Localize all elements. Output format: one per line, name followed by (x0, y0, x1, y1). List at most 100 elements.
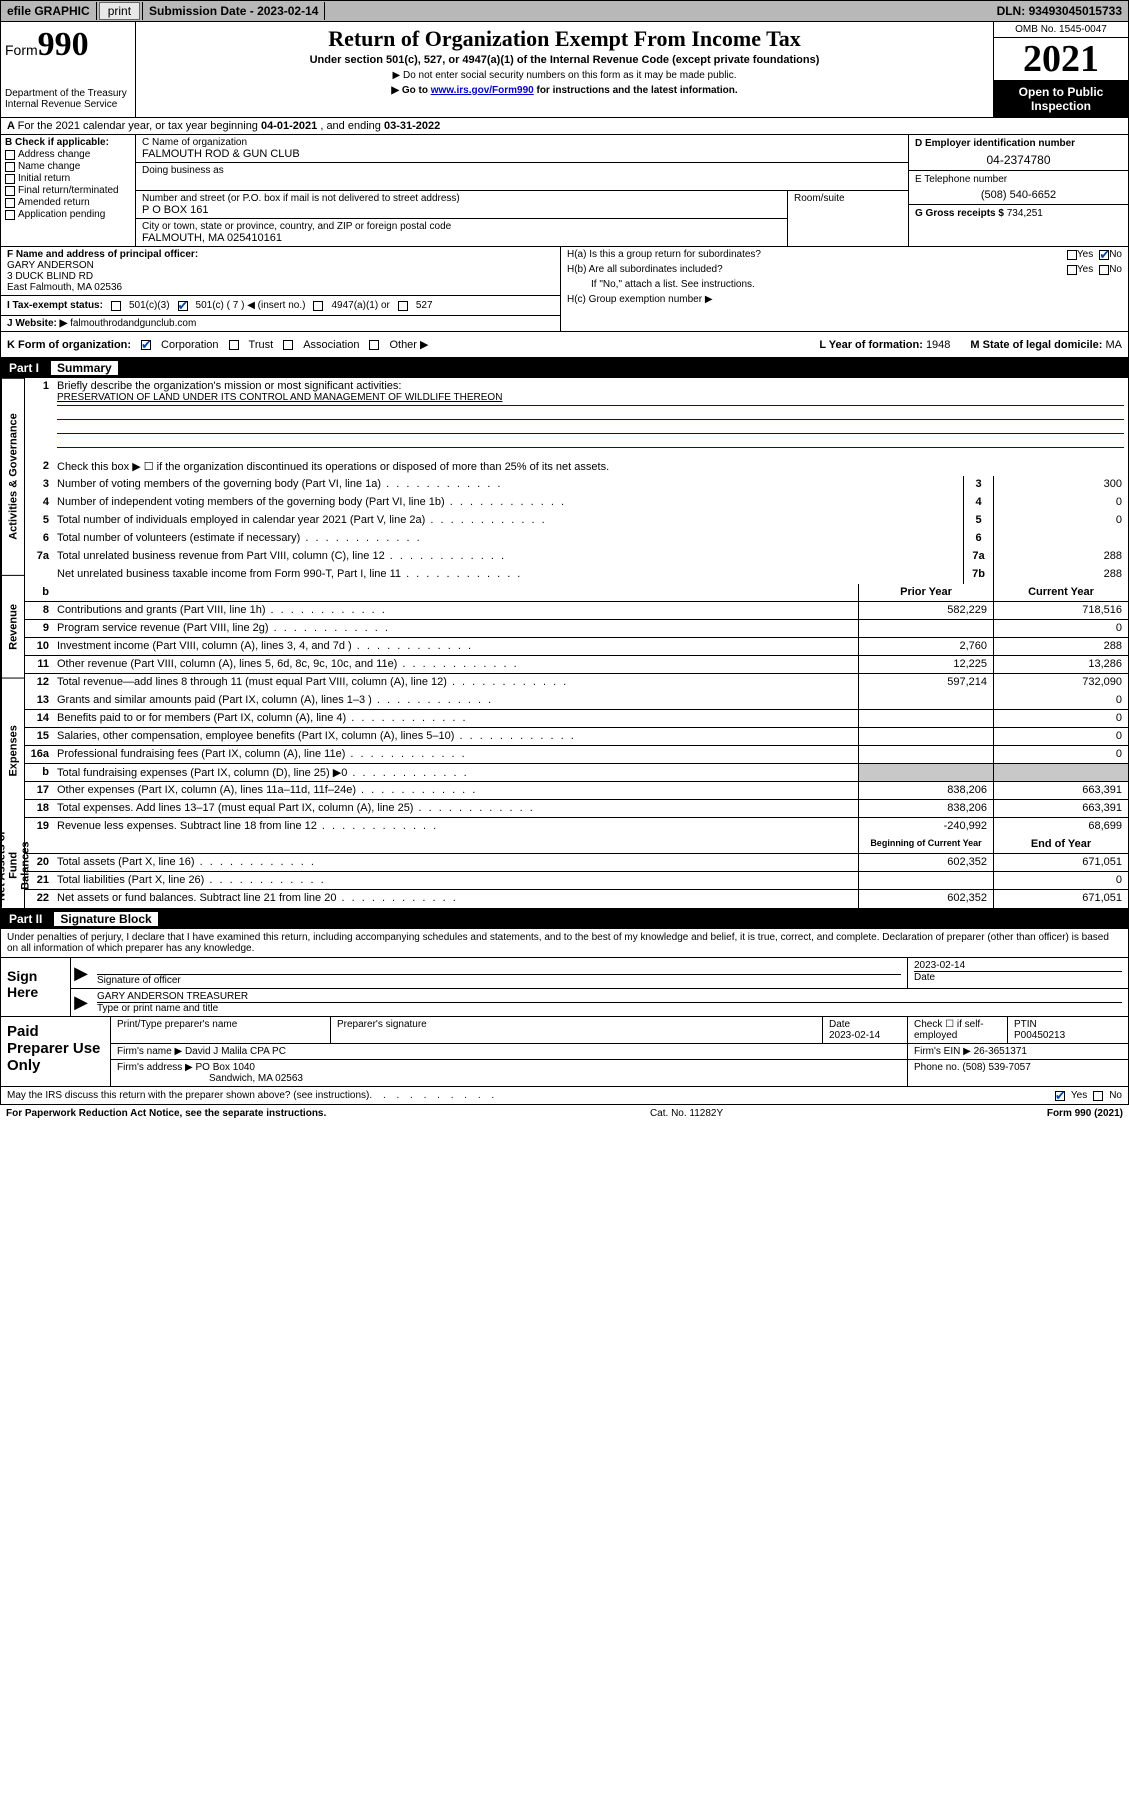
efile-label: efile GRAPHIC (1, 2, 97, 20)
chk-assoc[interactable] (283, 340, 293, 350)
part2-declaration: Under penalties of perjury, I declare th… (0, 929, 1129, 958)
dept-treasury: Department of the Treasury (5, 88, 131, 99)
line-num: 4 (25, 494, 53, 512)
header-center: Return of Organization Exempt From Incom… (136, 22, 993, 117)
mission-blank1 (57, 406, 1124, 420)
part2-label: Part II (9, 912, 42, 926)
line-num: 17 (25, 782, 53, 799)
chk-discuss-no[interactable] (1093, 1091, 1103, 1101)
form-title: Return of Organization Exempt From Incom… (142, 26, 987, 52)
lbl-trust: Trust (249, 339, 274, 351)
bottom-line: For Paperwork Reduction Act Notice, see … (0, 1105, 1129, 1122)
chk-527[interactable] (398, 301, 408, 311)
website-value: falmouthrodandgunclub.com (70, 318, 196, 329)
chk-hb-yes[interactable] (1067, 265, 1077, 275)
table-row: 11Other revenue (Part VIII, column (A), … (25, 656, 1128, 674)
line-num: 14 (25, 710, 53, 727)
chk-initial-return[interactable] (5, 174, 15, 184)
line-box: 5 (963, 512, 993, 530)
chk-final-return[interactable] (5, 186, 15, 196)
irs-link[interactable]: www.irs.gov/Form990 (431, 85, 534, 96)
sign-here-label: Sign Here (1, 958, 71, 1016)
line-desc: Number of voting members of the governin… (53, 476, 963, 494)
prior-value (858, 620, 993, 637)
current-value: 732,090 (993, 674, 1128, 692)
print-button[interactable]: print (99, 2, 140, 20)
sub3-pre: ▶ Go to (391, 85, 430, 96)
chk-other[interactable] (369, 340, 379, 350)
table-row: 20Total assets (Part X, line 16)602,3526… (25, 854, 1128, 872)
lbl-4947: 4947(a)(1) or (331, 300, 389, 311)
prior-value (858, 692, 993, 709)
submission-date-label: Submission Date - (149, 4, 257, 18)
part1-label: Part I (9, 361, 39, 375)
sig-name-label: Type or print name and title (97, 1002, 1122, 1014)
line-desc: Total assets (Part X, line 16) (53, 854, 858, 871)
chk-trust[interactable] (229, 340, 239, 350)
prior-value: -240,992 (858, 818, 993, 836)
tab-governance: Activities & Governance (1, 378, 25, 575)
lbl-name-change: Name change (18, 161, 80, 172)
m-label: M State of legal domicile: (970, 339, 1105, 351)
line-desc: Total fundraising expenses (Part IX, col… (53, 764, 858, 781)
sig-date-label: Date (914, 971, 1122, 983)
chk-hb-no[interactable] (1099, 265, 1109, 275)
submission-date-value: 2023-02-14 (257, 4, 318, 18)
firm-name-label: Firm's name ▶ (117, 1046, 185, 1057)
chk-app-pending[interactable] (5, 210, 15, 220)
line-desc: Salaries, other compensation, employee b… (53, 728, 858, 745)
sub3-post: for instructions and the latest informat… (534, 85, 738, 96)
tax-year-end: 03-31-2022 (384, 120, 440, 132)
summary-table: 1 Briefly describe the organization's mi… (25, 378, 1128, 908)
footer-discuss: May the IRS discuss this return with the… (0, 1087, 1129, 1105)
line-desc: Total liabilities (Part X, line 26) (53, 872, 858, 889)
chk-corp[interactable] (141, 340, 151, 350)
chk-4947[interactable] (313, 301, 323, 311)
section-fijk: F Name and address of principal officer:… (0, 247, 1129, 332)
gov-line: 6Total number of volunteers (estimate if… (25, 530, 1128, 548)
lbl-final-return: Final return/terminated (18, 185, 119, 196)
row-a-label: A (7, 120, 15, 132)
m-value: MA (1106, 339, 1123, 351)
chk-amended[interactable] (5, 198, 15, 208)
row-a-mid: , and ending (320, 120, 384, 132)
current-value: 0 (993, 872, 1128, 889)
line-num: 9 (25, 620, 53, 637)
chk-address-change[interactable] (5, 150, 15, 160)
current-value: 663,391 (993, 782, 1128, 799)
lbl-initial-return: Initial return (18, 173, 70, 184)
prior-year-hdr: Prior Year (858, 584, 993, 601)
table-row: 16aProfessional fundraising fees (Part I… (25, 746, 1128, 764)
chk-ha-yes[interactable] (1067, 250, 1077, 260)
current-value: 13,286 (993, 656, 1128, 673)
preparer-left-label: Paid Preparer Use Only (1, 1017, 111, 1086)
chk-501c3[interactable] (111, 301, 121, 311)
mission-blank3 (57, 434, 1124, 448)
chk-501c[interactable] (178, 301, 188, 311)
row-i: I Tax-exempt status: 501(c)(3) 501(c) ( … (1, 295, 560, 315)
line-value: 288 (993, 548, 1128, 566)
column-b: B Check if applicable: Address change Na… (1, 135, 136, 246)
current-value: 0 (993, 710, 1128, 727)
begin-year-hdr: Beginning of Current Year (858, 836, 993, 853)
chk-discuss-yes[interactable] (1055, 1091, 1065, 1101)
section-h: H(a) Is this a group return for subordin… (561, 247, 1128, 331)
form-ref: Form 990 (2021) (1047, 1108, 1123, 1119)
ein-value: 04-2374780 (915, 153, 1122, 167)
chk-ha-no[interactable] (1099, 250, 1109, 260)
j-label: J Website: ▶ (7, 318, 70, 329)
k-label: K Form of organization: (7, 339, 131, 351)
header-sub3: ▶ Go to www.irs.gov/Form990 for instruct… (142, 85, 987, 96)
lbl-app-pending: Application pending (18, 209, 105, 220)
line-num: 12 (25, 674, 53, 692)
dln-value: 93493045015733 (1029, 4, 1122, 18)
end-year-hdr: End of Year (993, 836, 1128, 853)
dln-label: DLN: (997, 4, 1029, 18)
chk-name-change[interactable] (5, 162, 15, 172)
line-desc: Net unrelated business taxable income fr… (53, 566, 963, 584)
prep-sig-label: Preparer's signature (337, 1019, 816, 1030)
open-public-badge: Open to Public Inspection (994, 81, 1128, 117)
line-value: 288 (993, 566, 1128, 584)
org-name-label: C Name of organization (142, 137, 902, 148)
line-desc: Revenue less expenses. Subtract line 18 … (53, 818, 858, 836)
